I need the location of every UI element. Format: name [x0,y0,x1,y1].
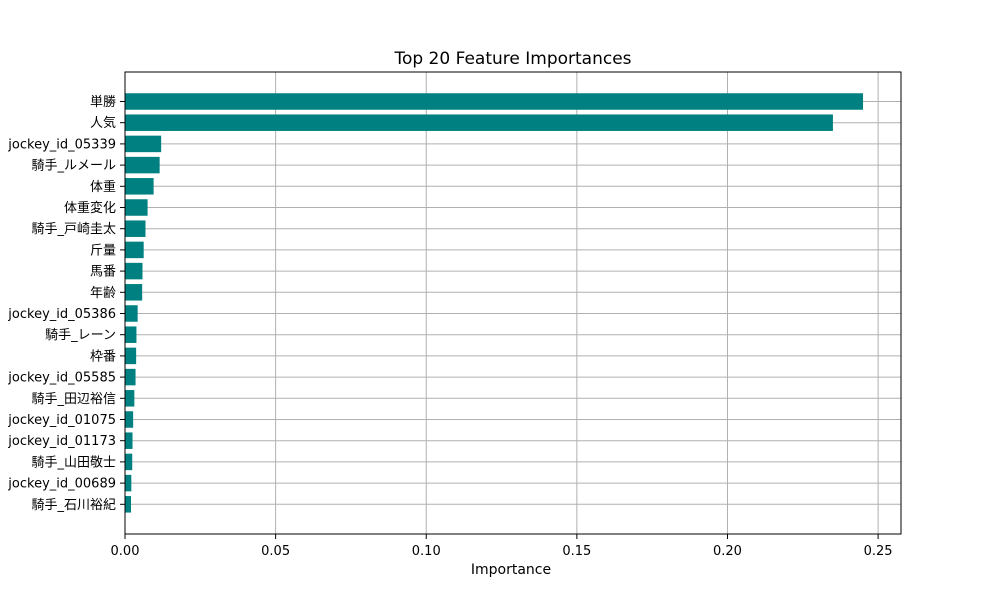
y-tick-label: 枠番 [90,349,116,364]
bar [125,93,864,110]
bar [125,432,133,449]
y-tick-label: jockey_id_01173 [7,434,116,449]
y-tick-label: 馬番 [90,265,116,280]
x-tick-label: 0.20 [713,544,742,559]
y-tick-label: 斤量 [90,243,116,258]
x-tick-label: 0.00 [111,544,140,559]
grid-layer [124,72,901,534]
y-tick-label: 騎手_ルメール [31,159,116,174]
bar [125,284,143,301]
x-axis-label: Importance [471,562,551,578]
bars-layer [125,93,864,513]
x-axis: 0.00 0.05 0.10 0.15 0.20 0.25 [111,534,893,559]
x-tick-label: 0.05 [261,544,290,559]
bar [125,390,135,407]
y-tick-label: 体重 [90,179,116,195]
y-tick-label: 騎手_田辺裕信 [31,392,116,407]
y-tick-label: jockey_id_05386 [7,307,116,322]
x-tick-label: 0.15 [562,544,591,559]
x-tick-label: 0.10 [412,544,441,559]
y-tick-label: 騎手_山田敬士 [31,454,116,470]
y-tick-label: 体重変化 [64,200,116,216]
x-tick-label: 0.25 [864,544,893,559]
bar [125,114,833,131]
y-tick-label: 単勝 [90,94,116,110]
y-tick-label: 騎手_戸崎圭太 [31,222,116,237]
plot-frame [124,71,902,535]
bar [125,156,160,174]
bar [125,474,132,492]
bar [125,411,134,428]
y-tick-label: jockey_id_00689 [7,477,116,492]
bar [125,326,137,343]
bar [125,220,146,237]
bar [125,496,132,513]
bar [125,178,154,195]
chart-title: Top 20 Feature Importances [393,49,631,69]
bar [125,368,136,386]
bar [125,135,162,153]
bar [125,262,143,280]
bar [125,453,133,471]
y-tick-label: 人気 [90,115,116,131]
bar [125,241,144,259]
y-tick-label: 騎手_石川裕紀 [31,498,116,513]
bar [125,347,137,365]
bar [125,199,148,216]
y-tick-label: 騎手_レーン [45,328,116,343]
y-tick-label: jockey_id_05339 [7,137,116,152]
y-tick-label: jockey_id_01075 [7,413,116,428]
bar [125,305,138,322]
y-tick-label: jockey_id_05585 [7,371,116,386]
y-tick-label: 年齢 [90,286,116,301]
